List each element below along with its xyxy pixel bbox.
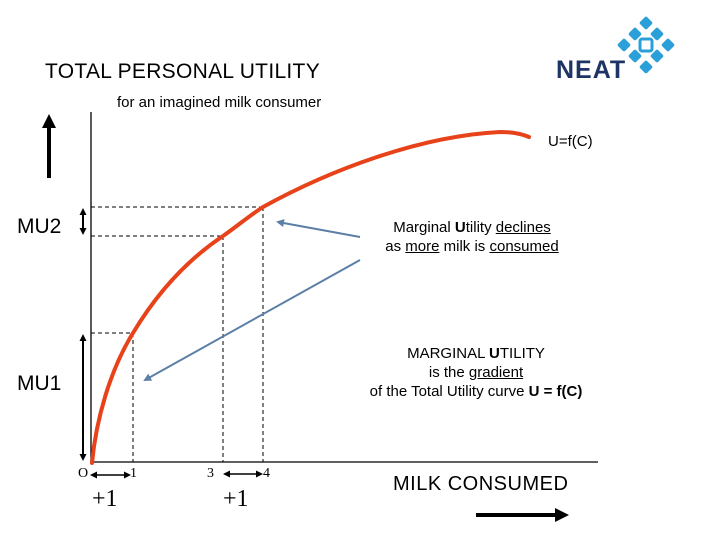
x-axis-label: MILK CONSUMED	[393, 473, 569, 495]
slide-title: TOTAL PERSONAL UTILITY	[45, 60, 320, 83]
diamond-grid-logo-icon	[617, 16, 675, 74]
text: U = f(C)	[528, 383, 583, 400]
pointer-arrow-icon	[143, 259, 361, 381]
text: TILITY	[499, 345, 545, 362]
text: milk is	[439, 238, 490, 255]
text: declines	[495, 219, 551, 236]
text: as	[385, 238, 406, 255]
slide-subtitle: for an imagined milk consumer	[117, 94, 322, 111]
logo-text: NEAT	[556, 56, 627, 84]
text: MARGINAL	[407, 345, 490, 362]
increment-label: +1	[223, 486, 249, 512]
utility-curve	[90, 129, 531, 465]
pointer-arrow-icon	[276, 219, 361, 238]
text: gradient	[468, 364, 524, 381]
text: is the	[428, 364, 469, 381]
increment-label: +1	[92, 486, 118, 512]
tick-1: 1	[130, 466, 137, 481]
mu1-label: MU1	[17, 372, 62, 395]
tick-3: 3	[207, 466, 214, 481]
text: U	[489, 345, 500, 362]
text: Marginal	[393, 219, 455, 236]
mu2-label: MU2	[17, 215, 62, 238]
text: consumed	[489, 238, 559, 255]
annotation-gradient: MARGINAL UTILITY is the gradient of the …	[340, 344, 612, 401]
curve-label: U=f(C)	[548, 133, 593, 150]
text: tility	[465, 219, 496, 236]
text: U	[454, 219, 466, 236]
annotation-declines: Marginal Utility declines as more milk i…	[362, 218, 582, 256]
text: of the Total Utility curve	[369, 383, 529, 400]
tick-4: 4	[263, 466, 270, 481]
guide-lines	[91, 206, 264, 462]
tick-origin: O	[78, 466, 89, 481]
text: more	[405, 238, 440, 255]
